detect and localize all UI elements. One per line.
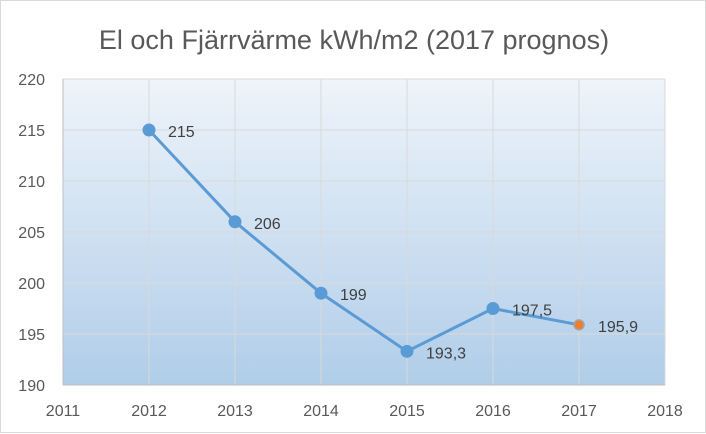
data-label-2012: 215 (168, 124, 195, 141)
data-point-2014 (314, 286, 328, 300)
data-point-2013 (228, 215, 242, 229)
y-tick-label-190: 190 (18, 378, 45, 395)
data-label-2014: 199 (340, 287, 367, 304)
data-point-2016 (486, 302, 500, 315)
chart-title: El och Fjärrvärme kWh/m2 (2017 prognos) (99, 25, 609, 55)
x-tick-label-2012: 2012 (131, 403, 167, 420)
x-tick-label-2014: 2014 (303, 403, 339, 420)
series-line (147, 128, 580, 353)
data-label-2013: 206 (254, 216, 281, 233)
data-label-2016: 197,5 (512, 303, 552, 320)
x-tick-label-2011: 2011 (46, 403, 81, 420)
data-point-2017 (573, 319, 585, 331)
data-label-2017: 195,9 (598, 319, 638, 336)
y-tick-label-205: 205 (18, 225, 45, 242)
data-label-2015: 193,3 (426, 345, 466, 362)
x-tick-label-2013: 2013 (217, 403, 253, 420)
x-tick-label-2016: 2016 (475, 403, 511, 420)
y-tick-label-210: 210 (18, 174, 45, 191)
data-point-2015 (400, 344, 414, 358)
x-tick-label-2015: 2015 (389, 403, 425, 420)
x-tick-label-2017: 2017 (561, 403, 597, 420)
y-tick-label-200: 200 (18, 276, 45, 293)
y-tick-label-195: 195 (18, 327, 45, 344)
data-point-2012 (142, 123, 156, 137)
y-tick-label-215: 215 (18, 123, 45, 140)
x-tick-label-2018: 2018 (647, 403, 683, 420)
y-tick-label-220: 220 (18, 72, 45, 89)
